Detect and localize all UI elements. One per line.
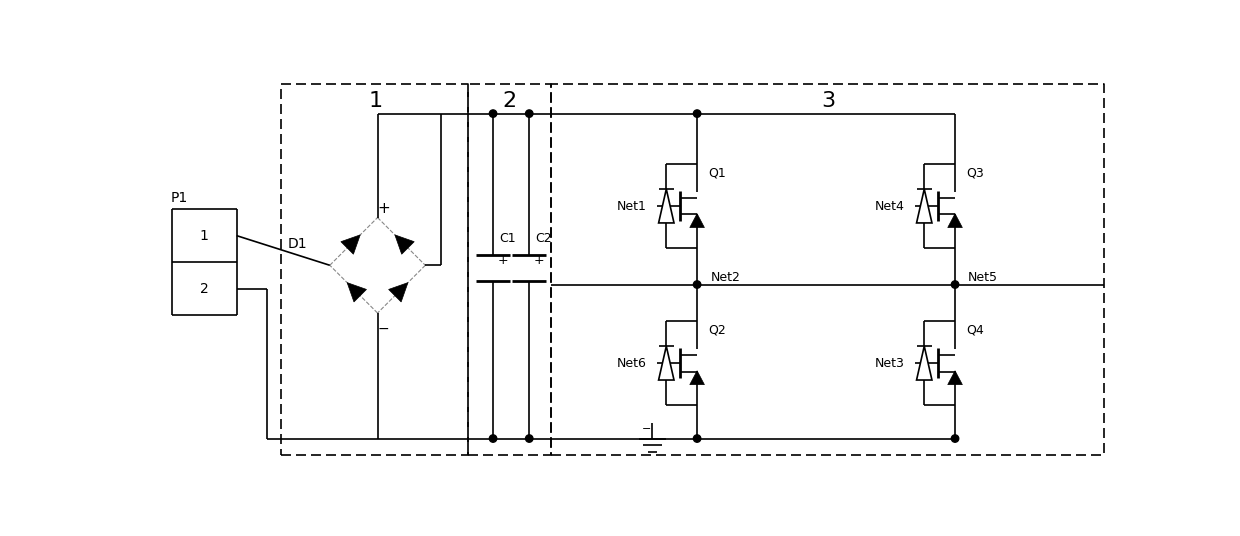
Text: 2: 2 <box>502 91 516 111</box>
Polygon shape <box>341 235 360 254</box>
Circle shape <box>490 110 497 117</box>
Text: Net1: Net1 <box>618 199 647 212</box>
Text: Net4: Net4 <box>875 199 905 212</box>
Text: 3: 3 <box>821 91 835 111</box>
Text: C1: C1 <box>500 232 516 245</box>
Text: D1: D1 <box>288 237 308 251</box>
Text: 1: 1 <box>200 229 208 243</box>
Text: Q1: Q1 <box>708 166 725 180</box>
Polygon shape <box>388 282 408 302</box>
Polygon shape <box>658 346 675 380</box>
Text: Q3: Q3 <box>966 166 983 180</box>
Circle shape <box>490 435 497 442</box>
Text: +: + <box>377 201 391 216</box>
Circle shape <box>951 281 959 288</box>
Polygon shape <box>347 282 367 302</box>
Circle shape <box>693 435 701 442</box>
Polygon shape <box>916 189 932 223</box>
Text: C2: C2 <box>536 232 552 245</box>
Text: +: + <box>534 254 544 267</box>
Text: Net5: Net5 <box>968 271 998 284</box>
Text: Net6: Net6 <box>618 356 647 370</box>
Text: P1: P1 <box>170 191 187 205</box>
Circle shape <box>693 281 701 288</box>
Polygon shape <box>658 189 675 223</box>
Text: +: + <box>497 254 508 267</box>
Polygon shape <box>947 371 962 385</box>
Text: −: − <box>378 322 389 336</box>
Circle shape <box>526 110 533 117</box>
Polygon shape <box>689 214 704 228</box>
Polygon shape <box>916 346 932 380</box>
Polygon shape <box>689 371 704 385</box>
Text: Net3: Net3 <box>875 356 905 370</box>
Circle shape <box>526 435 533 442</box>
Text: 1: 1 <box>368 91 382 111</box>
Text: Q4: Q4 <box>966 323 983 337</box>
Circle shape <box>693 110 701 117</box>
Polygon shape <box>394 235 414 254</box>
Text: Net2: Net2 <box>711 271 740 284</box>
Circle shape <box>951 435 959 442</box>
Text: −: − <box>641 425 651 434</box>
Text: 2: 2 <box>200 282 208 296</box>
Text: Q2: Q2 <box>708 323 725 337</box>
Polygon shape <box>947 214 962 228</box>
